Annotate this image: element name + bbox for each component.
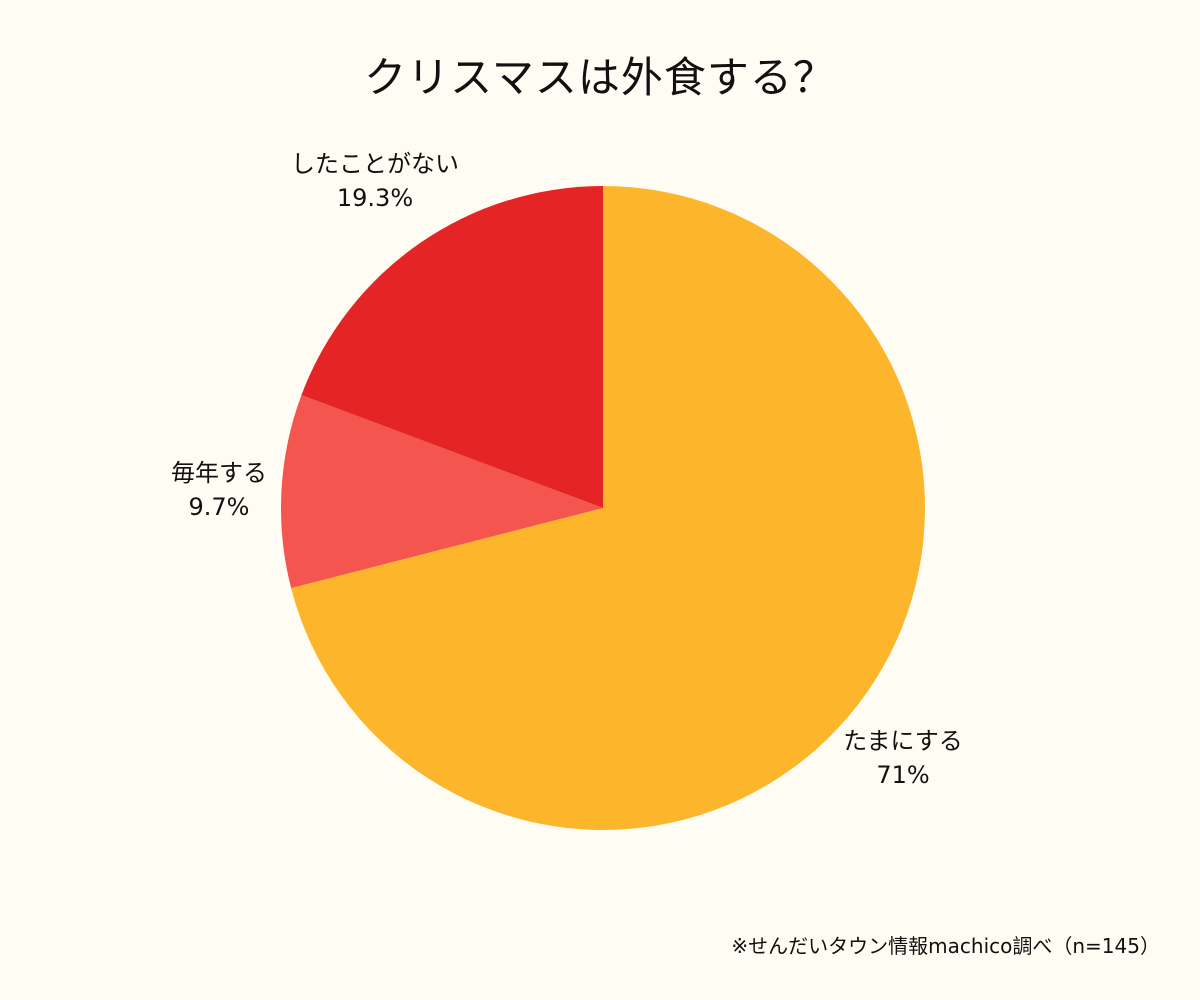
slice-label-name: たまにする [843,727,963,755]
pie-slice-2 [301,186,603,508]
slice-label-value: 19.3% [336,184,414,212]
pie-slice-1 [281,395,603,589]
slice-label-name: 毎年する [171,459,267,487]
slice-label-value: 71% [876,761,930,789]
pie-slice-0 [291,186,926,830]
slice-label-tamanisuru: たまにする 71% [783,724,1023,792]
slice-label-name: したことがない [291,150,459,178]
slice-label-shitakotoganai: したことがない 19.3% [255,147,495,215]
pie-slices [281,186,926,830]
slice-label-value: 9.7% [188,493,250,521]
slice-label-maitoshisuru: 毎年する 9.7% [99,456,339,524]
chart-title: クリスマスは外食する？ [364,53,836,102]
source-note: ※せんだいタウン情報machico調べ（n=145） [731,934,1160,958]
